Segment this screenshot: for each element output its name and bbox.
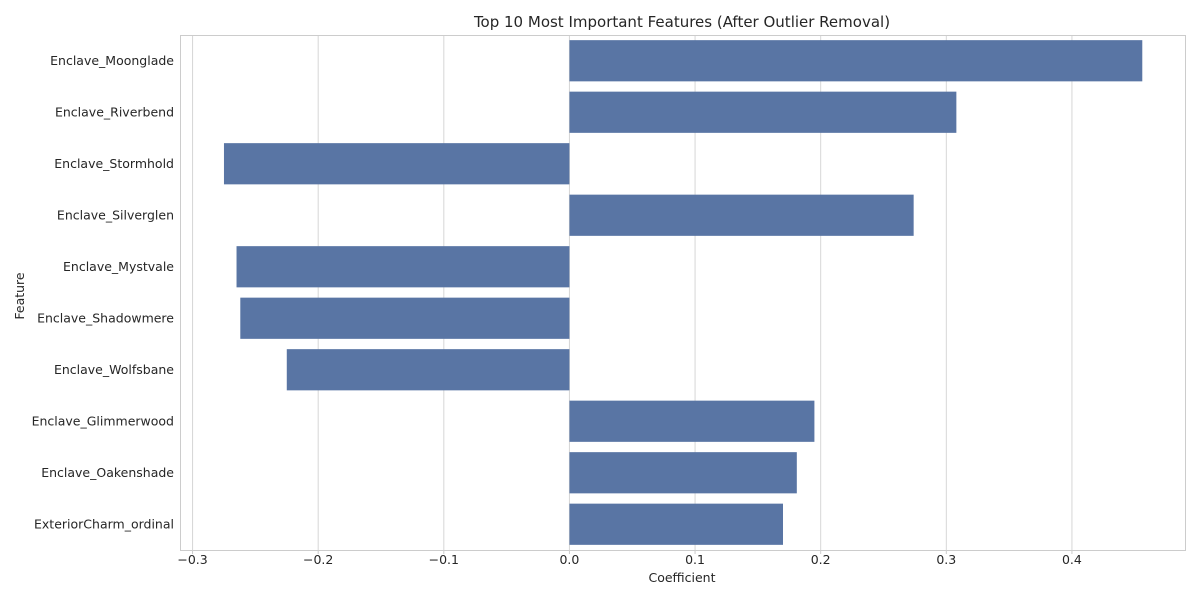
bar-enclave-moonglade: [569, 40, 1143, 82]
bars: [223, 40, 1143, 545]
bar-enclave-mystvale: [236, 246, 570, 288]
bar-enclave-wolfsbane: [286, 349, 570, 391]
x-tick-label: −0.3: [177, 552, 207, 567]
x-tick-label: 0.1: [685, 552, 705, 567]
plot-frame: [180, 35, 1186, 551]
bar-exteriorcharm-ordinal: [569, 503, 783, 545]
bar-enclave-shadowmere: [240, 297, 570, 339]
y-axis-ticks: Enclave_Moonglade Enclave_Riverbend Enclav…: [32, 53, 175, 532]
y-tick-label: Enclave_Silverglen: [57, 207, 174, 222]
x-tick-label: −0.2: [303, 552, 333, 567]
y-tick-label: Enclave_Moonglade: [50, 53, 174, 68]
y-tick-label: Enclave_Shadowmere: [37, 310, 174, 325]
y-tick-label: Enclave_Riverbend: [55, 104, 174, 119]
x-axis-ticks: −0.3 −0.2 −0.1 0.0 0.1 0.2 0.3 0.4: [177, 550, 1082, 567]
y-tick-label: Enclave_Wolfsbane: [54, 362, 174, 377]
bar-enclave-glimmerwood: [569, 400, 815, 442]
x-tick-label: −0.1: [429, 552, 459, 567]
y-tick-label: Enclave_Oakenshade: [41, 465, 174, 480]
y-tick-label: Enclave_Stormhold: [54, 156, 174, 171]
x-tick-label: 0.0: [559, 552, 579, 567]
x-tick-label: 0.2: [811, 552, 831, 567]
x-tick-label: 0.3: [936, 552, 956, 567]
bar-enclave-silverglen: [569, 194, 914, 236]
y-tick-label: Enclave_Mystvale: [63, 259, 174, 274]
y-axis-label: Feature: [12, 272, 27, 320]
y-tick-label: ExteriorCharm_ordinal: [34, 516, 174, 531]
bar-enclave-riverbend: [569, 91, 957, 133]
x-axis-label: Coefficient: [648, 570, 715, 585]
x-tick-label: 0.4: [1062, 552, 1082, 567]
bar-enclave-oakenshade: [569, 452, 797, 494]
bar-enclave-stormhold: [223, 143, 570, 185]
y-tick-label: Enclave_Glimmerwood: [32, 413, 174, 428]
chart-title: Top 10 Most Important Features (After Ou…: [473, 13, 890, 31]
